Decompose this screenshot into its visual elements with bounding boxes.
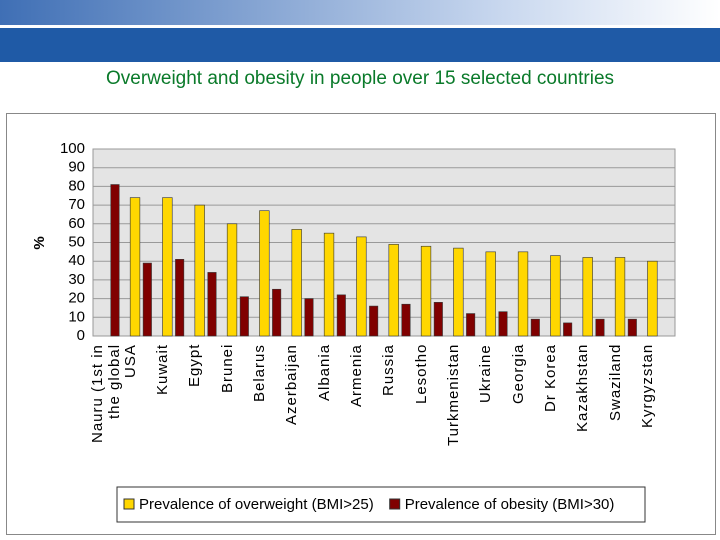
bar (433, 302, 443, 337)
y-tick-label: 0 (77, 327, 85, 344)
x-tick-label: Kyrgyzstan (638, 344, 656, 429)
bar (259, 210, 270, 337)
bar (647, 260, 658, 337)
bar (239, 296, 249, 337)
bar (110, 184, 120, 337)
y-tick-label: 80 (68, 177, 85, 194)
legend-box (116, 486, 646, 523)
legend-label: Prevalence of overweight (BMI>25) (139, 496, 374, 513)
bar (291, 229, 302, 337)
y-tick-label: 50 (68, 233, 85, 250)
bar (304, 298, 314, 337)
bar (162, 197, 173, 337)
bar (498, 311, 508, 337)
header-strip (0, 0, 720, 25)
bar (453, 247, 464, 337)
bar (207, 272, 217, 337)
bar (550, 255, 561, 337)
bar (336, 294, 346, 337)
y-tick-label: 60 (68, 215, 85, 232)
bar (142, 262, 152, 337)
legend-swatch (389, 498, 401, 510)
bar (582, 257, 593, 337)
y-tick-label: 90 (68, 159, 85, 176)
y-tick-label: 20 (68, 290, 85, 307)
bar (129, 197, 141, 337)
bar (530, 318, 540, 337)
y-tick-label: 100 (60, 140, 85, 157)
bar (401, 303, 411, 337)
legend-swatch (123, 498, 135, 510)
bar (563, 322, 573, 337)
bar (369, 305, 379, 337)
bar (194, 204, 205, 337)
bar (466, 313, 476, 337)
bar (272, 288, 282, 337)
y-axis-label: % (31, 236, 48, 249)
bar (614, 257, 626, 337)
y-tick-label: 30 (68, 271, 85, 288)
chart-title: Overweight and obesity in people over 15… (105, 68, 615, 89)
y-tick-label: 10 (68, 308, 85, 325)
bar (323, 232, 335, 337)
bar (627, 318, 637, 337)
y-tick-label: 70 (68, 196, 85, 213)
legend-label: Prevalence of obesity (BMI>30) (405, 496, 615, 513)
bar (420, 245, 432, 337)
header-band (0, 28, 720, 62)
bar (485, 251, 496, 337)
bar (595, 318, 605, 337)
bar (226, 223, 238, 337)
bar (388, 244, 399, 337)
bar (356, 236, 367, 337)
bar (517, 251, 529, 337)
y-tick-label: 40 (68, 252, 85, 269)
bar (175, 259, 185, 337)
